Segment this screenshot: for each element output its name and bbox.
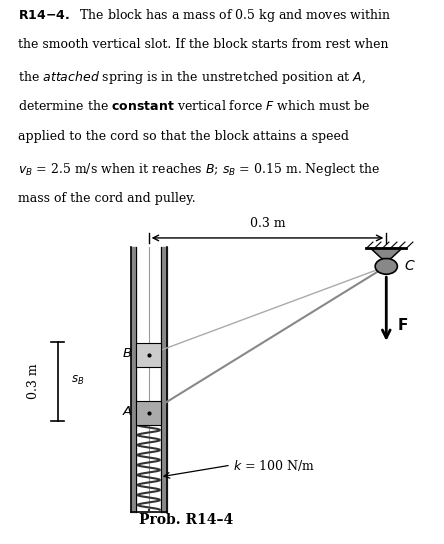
Text: $A$: $A$: [122, 405, 133, 418]
Text: $k$ = 100 N/m: $k$ = 100 N/m: [233, 458, 315, 473]
Text: $\mathbf{F}$: $\mathbf{F}$: [397, 317, 408, 333]
Text: mass of the cord and pulley.: mass of the cord and pulley.: [18, 192, 195, 205]
Bar: [136, 401, 161, 425]
Text: $s_B$: $s_B$: [71, 374, 84, 387]
Polygon shape: [371, 249, 402, 258]
Text: $\mathbf{R14{-}4.}$  The block has a mass of 0.5 kg and moves within: $\mathbf{R14{-}4.}$ The block has a mass…: [18, 7, 391, 24]
Text: 0.3 m: 0.3 m: [27, 364, 40, 399]
Text: 0.3 m: 0.3 m: [250, 217, 285, 230]
Text: Prob. R14–4: Prob. R14–4: [139, 512, 234, 527]
Text: $B$: $B$: [123, 347, 133, 360]
Circle shape: [375, 258, 397, 274]
Text: applied to the cord so that the block attains a speed: applied to the cord so that the block at…: [18, 130, 349, 143]
Text: the smooth vertical slot. If the block starts from rest when: the smooth vertical slot. If the block s…: [18, 38, 388, 51]
Text: $v_B$ = 2.5 m/s when it reaches $B$; $s_B$ = 0.15 m. Neglect the: $v_B$ = 2.5 m/s when it reaches $B$; $s_…: [18, 161, 380, 178]
Text: $C$: $C$: [404, 259, 416, 273]
Text: the $\mathit{attached}$ spring is in the unstretched position at $A$,: the $\mathit{attached}$ spring is in the…: [18, 69, 365, 85]
Text: determine the $\mathbf{constant}$ vertical force $F$ which must be: determine the $\mathbf{constant}$ vertic…: [18, 100, 370, 113]
Bar: [136, 343, 161, 367]
